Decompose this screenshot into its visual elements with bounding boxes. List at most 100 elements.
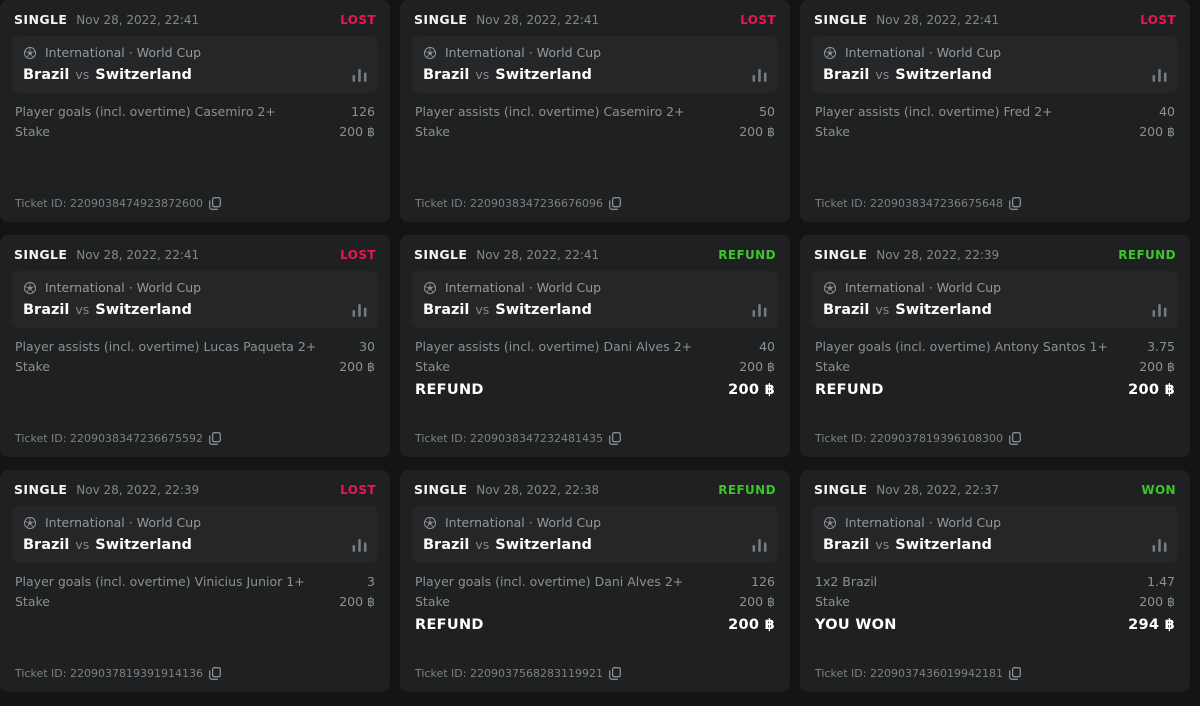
stake-label: Stake	[815, 359, 850, 374]
bet-ticket-card: SINGLE Nov 28, 2022, 22:41 REFUND Intern…	[400, 235, 790, 457]
stats-bars-icon[interactable]	[752, 68, 767, 82]
bet-ticket-card: SINGLE Nov 28, 2022, 22:39 LOST Internat…	[0, 470, 390, 692]
copy-icon[interactable]	[609, 667, 621, 680]
result-amount: 200 ฿	[728, 617, 775, 633]
football-icon	[23, 281, 37, 295]
odds-value: 3	[367, 574, 375, 589]
card-header: SINGLE Nov 28, 2022, 22:37 WON	[812, 480, 1178, 497]
stats-bars-icon[interactable]	[352, 303, 367, 317]
vs-label: vs	[475, 67, 490, 82]
league-label: International · World Cup	[445, 45, 602, 60]
league-label: International · World Cup	[845, 515, 1002, 530]
ticket-type-label: SINGLE	[14, 12, 68, 27]
league-row: International · World Cup	[423, 45, 767, 60]
ticket-datetime: Nov 28, 2022, 22:41	[476, 12, 600, 27]
ticket-id-value: 2209037819391914136	[69, 667, 203, 680]
copy-icon[interactable]	[209, 667, 221, 680]
status-badge: LOST	[340, 482, 376, 497]
away-team: Switzerland	[895, 302, 992, 318]
vs-label: vs	[875, 537, 890, 552]
copy-icon[interactable]	[209, 197, 221, 210]
card-header: SINGLE Nov 28, 2022, 22:39 REFUND	[812, 245, 1178, 262]
card-header: SINGLE Nov 28, 2022, 22:38 REFUND	[412, 480, 778, 497]
stake-value: 200 ฿	[739, 594, 775, 609]
vs-label: vs	[75, 537, 90, 552]
match-panel[interactable]: International · World Cup Brazil vs Swit…	[12, 36, 378, 93]
football-icon	[423, 46, 437, 60]
match-panel[interactable]: International · World Cup Brazil vs Swit…	[412, 271, 778, 328]
odds-value: 30	[359, 339, 375, 354]
league-label: International · World Cup	[445, 515, 602, 530]
card-header: SINGLE Nov 28, 2022, 22:41 LOST	[812, 10, 1178, 27]
ticket-id-row: Ticket ID: 2209038347236675592	[12, 432, 378, 445]
ticket-id: Ticket ID: 2209038347232481435	[415, 432, 603, 445]
odds-value: 50	[759, 104, 775, 119]
result-amount: 200 ฿	[728, 382, 775, 398]
ticket-datetime: Nov 28, 2022, 22:37	[876, 482, 1000, 497]
stake-row: Stake 200 ฿	[415, 592, 775, 612]
ticket-id: Ticket ID: 2209038347236675648	[815, 197, 1003, 210]
result-label: REFUND	[815, 382, 884, 398]
vs-label: vs	[75, 67, 90, 82]
card-header: SINGLE Nov 28, 2022, 22:41 LOST	[12, 245, 378, 262]
away-team: Switzerland	[95, 537, 192, 553]
copy-icon[interactable]	[609, 197, 621, 210]
stake-label: Stake	[815, 124, 850, 139]
stats-bars-icon[interactable]	[1152, 538, 1167, 552]
stats-bars-icon[interactable]	[1152, 303, 1167, 317]
copy-icon[interactable]	[1009, 667, 1021, 680]
ticket-id-prefix: Ticket ID:	[15, 197, 67, 210]
ticket-id-prefix: Ticket ID:	[415, 197, 467, 210]
stats-bars-icon[interactable]	[352, 68, 367, 82]
ticket-id-prefix: Ticket ID:	[815, 197, 867, 210]
stats-bars-icon[interactable]	[1152, 68, 1167, 82]
stats-bars-icon[interactable]	[752, 303, 767, 317]
stake-row: Stake 200 ฿	[815, 357, 1175, 377]
stake-label: Stake	[415, 594, 450, 609]
result-row: REFUND 200 ฿	[415, 615, 775, 635]
match-panel[interactable]: International · World Cup Brazil vs Swit…	[12, 271, 378, 328]
bet-row: Player assists (incl. overtime) Lucas Pa…	[15, 337, 375, 357]
stake-row: Stake 200 ฿	[415, 122, 775, 142]
ticket-id-prefix: Ticket ID:	[415, 432, 467, 445]
ticket-id-value: 2209037436019942181	[869, 667, 1003, 680]
status-badge: REFUND	[1118, 247, 1176, 262]
match-panel[interactable]: International · World Cup Brazil vs Swit…	[12, 506, 378, 563]
bet-market-label: Player goals (incl. overtime) Dani Alves…	[415, 574, 684, 589]
match-teams-row: Brazil vs Switzerland	[23, 537, 367, 553]
copy-icon[interactable]	[1009, 432, 1021, 445]
stake-value: 200 ฿	[1139, 594, 1175, 609]
match-panel[interactable]: International · World Cup Brazil vs Swit…	[412, 506, 778, 563]
stake-row: Stake 200 ฿	[15, 122, 375, 142]
odds-value: 3.75	[1147, 339, 1175, 354]
league-row: International · World Cup	[23, 45, 367, 60]
copy-icon[interactable]	[209, 432, 221, 445]
odds-value: 126	[351, 104, 375, 119]
match-panel[interactable]: International · World Cup Brazil vs Swit…	[812, 36, 1178, 93]
vs-label: vs	[875, 67, 890, 82]
bet-market-label: Player assists (incl. overtime) Dani Alv…	[415, 339, 693, 354]
copy-icon[interactable]	[1009, 197, 1021, 210]
bet-details: Player assists (incl. overtime) Fred 2+ …	[812, 93, 1178, 142]
match-panel[interactable]: International · World Cup Brazil vs Swit…	[812, 506, 1178, 563]
bet-ticket-card: SINGLE Nov 28, 2022, 22:41 LOST Internat…	[800, 0, 1190, 222]
ticket-id-prefix: Ticket ID:	[815, 432, 867, 445]
league-row: International · World Cup	[823, 45, 1167, 60]
result-amount: 200 ฿	[1128, 382, 1175, 398]
stake-row: Stake 200 ฿	[15, 592, 375, 612]
away-team: Switzerland	[495, 537, 592, 553]
stats-bars-icon[interactable]	[352, 538, 367, 552]
match-panel[interactable]: International · World Cup Brazil vs Swit…	[812, 271, 1178, 328]
football-icon	[423, 281, 437, 295]
ticket-datetime: Nov 28, 2022, 22:41	[876, 12, 1000, 27]
football-icon	[23, 46, 37, 60]
copy-icon[interactable]	[609, 432, 621, 445]
odds-value: 126	[751, 574, 775, 589]
football-icon	[423, 516, 437, 530]
stats-bars-icon[interactable]	[752, 538, 767, 552]
league-row: International · World Cup	[423, 515, 767, 530]
match-panel[interactable]: International · World Cup Brazil vs Swit…	[412, 36, 778, 93]
ticket-id-row: Ticket ID: 2209038474923872600	[12, 197, 378, 210]
status-badge: LOST	[740, 12, 776, 27]
